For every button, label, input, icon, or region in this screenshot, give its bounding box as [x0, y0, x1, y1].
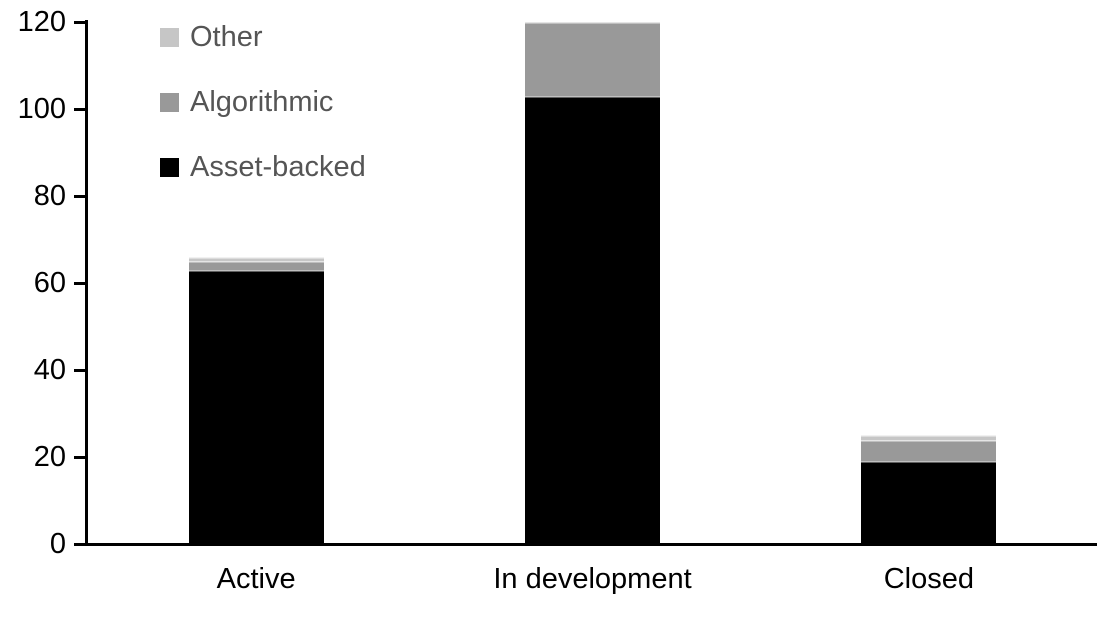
bar-active-segment-asset-backed — [188, 269, 324, 544]
bar-closed-segment-algorithmic — [861, 439, 997, 462]
legend-label-algorithmic: Algorithmic — [190, 85, 334, 118]
legend-item-algorithmic: Algorithmic — [160, 85, 334, 118]
y-tick-mark-100 — [74, 107, 85, 111]
bar-closed-segment-asset-backed — [861, 461, 997, 544]
y-tick-mark-20 — [74, 455, 85, 459]
bar-in-development-segment-asset-backed — [525, 95, 660, 544]
bar-in-development-segment-algorithmic — [525, 22, 660, 96]
y-tick-mark-80 — [74, 194, 85, 198]
bar-closed-segment-other — [861, 435, 997, 440]
y-axis-line — [85, 20, 88, 546]
y-tick-label-20: 20 — [33, 441, 66, 473]
y-tick-mark-60 — [74, 281, 85, 285]
category-label-closed: Closed — [883, 563, 974, 595]
y-tick-mark-0 — [74, 542, 85, 546]
legend-item-other: Other — [160, 20, 263, 53]
y-tick-label-0: 0 — [49, 528, 66, 560]
category-label-in-development: In development — [493, 563, 692, 595]
bar-active-segment-other — [188, 256, 324, 262]
y-tick-label-60: 60 — [33, 267, 66, 299]
bar-active-segment-algorithmic — [188, 261, 324, 270]
y-tick-label-80: 80 — [33, 180, 66, 212]
legend-swatch-other-icon — [160, 27, 179, 47]
y-tick-label-40: 40 — [33, 354, 66, 386]
legend-label-other: Other — [190, 20, 263, 53]
legend-label-asset-backed: Asset-backed — [190, 150, 366, 183]
legend-item-asset-backed: Asset-backed — [160, 150, 366, 183]
y-tick-mark-40 — [74, 368, 85, 372]
y-tick-label-100: 100 — [17, 93, 66, 125]
legend-swatch-asset-backed-icon — [160, 157, 179, 177]
y-tick-mark-120 — [74, 20, 85, 24]
y-tick-label-120: 120 — [17, 6, 66, 38]
legend-swatch-algorithmic-icon — [160, 92, 179, 112]
x-axis-line — [85, 543, 1097, 546]
category-label-active: Active — [216, 563, 296, 595]
